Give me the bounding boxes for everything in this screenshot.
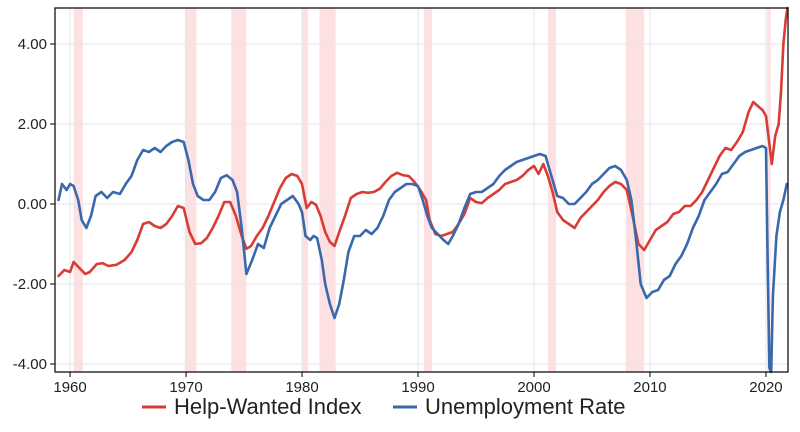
x-tick-label: 2010 [633, 379, 666, 396]
x-tick-label: 1980 [285, 379, 318, 396]
x-tick-label: 1990 [401, 379, 434, 396]
recession-shading-group [73, 8, 771, 372]
y-tick-label: -2.00 [13, 276, 47, 293]
recession-band-0 [73, 8, 83, 372]
y-tick-label: 0.00 [18, 196, 47, 213]
axes: 4.00 2.00 0.00 -2.00 -4.00 1960 1970 1980 1990 20… [13, 7, 789, 396]
series-lines [57, 6, 789, 374]
recession-band-1 [184, 8, 197, 372]
y-tick-label: 2.00 [18, 116, 47, 133]
series-line-0 [57, 6, 789, 278]
recession-band-8 [767, 8, 771, 372]
y-tick-label: 4.00 [18, 36, 47, 53]
legend-label-1: Unemployment Rate [425, 394, 626, 419]
recession-band-3 [302, 8, 308, 372]
x-tick-label: 2000 [517, 379, 550, 396]
legend-label-0: Help-Wanted Index [174, 394, 362, 419]
y-tick-label: -4.00 [13, 356, 47, 373]
x-tick-label: 2020 [749, 379, 782, 396]
recession-band-5 [423, 8, 432, 372]
x-tick-label: 1960 [53, 379, 86, 396]
recession-band-2 [231, 8, 247, 372]
x-tick-label: 1970 [169, 379, 202, 396]
series-line-1 [57, 138, 789, 374]
plot-frame [54, 7, 789, 373]
legend: Help-Wanted Index Unemployment Rate [142, 394, 626, 419]
